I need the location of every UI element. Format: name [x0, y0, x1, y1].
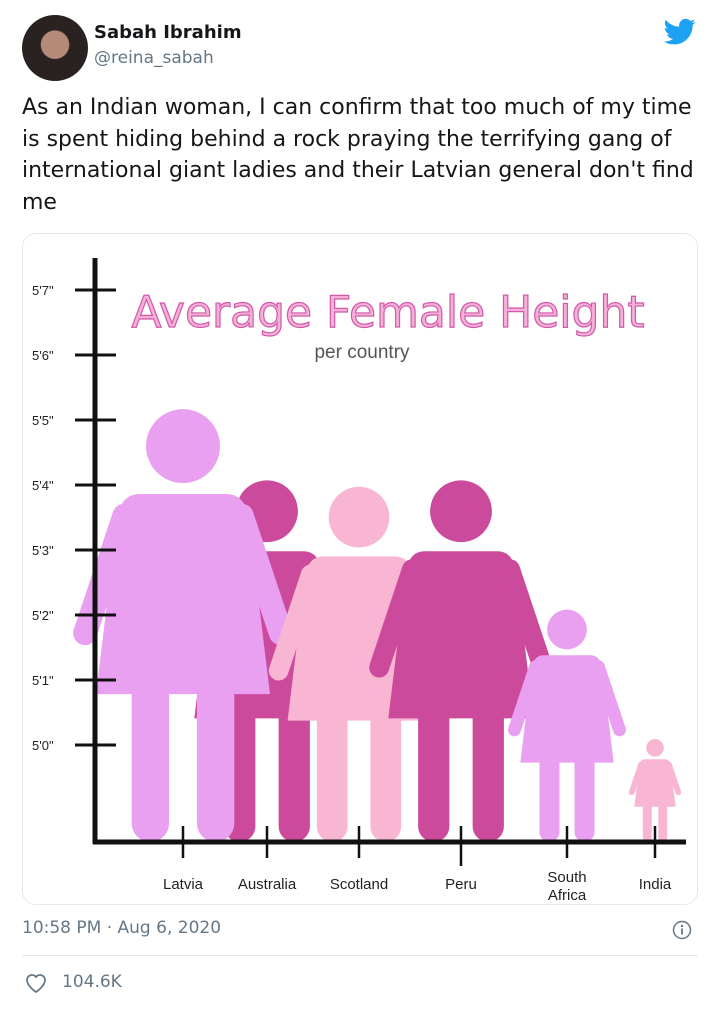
x-tick-label: South Africa	[547, 869, 586, 904]
like-count[interactable]: 104.6K	[62, 972, 122, 992]
x-tick-label: India	[639, 876, 672, 893]
avatar[interactable]	[22, 15, 88, 81]
tweet-timestamp[interactable]: 10:58 PM · Aug 6, 2020	[22, 918, 222, 938]
y-tick-label: 5'4"	[32, 478, 54, 493]
y-tick-label: 5'2"	[32, 608, 54, 623]
y-tick-label: 5'7"	[32, 283, 54, 298]
y-tick-label: 5'5"	[32, 413, 54, 428]
y-tick-label: 5'3"	[32, 543, 54, 558]
x-tick-label: Peru	[445, 876, 477, 893]
y-tick-label: 5'0"	[32, 738, 54, 753]
figure-india	[628, 739, 682, 842]
figure-south-africa	[508, 609, 626, 842]
author-handle[interactable]: @reina_sabah	[94, 48, 214, 68]
figure-peru	[369, 480, 553, 842]
tweet-text: As an Indian woman, I can confirm that t…	[22, 95, 694, 215]
author-name[interactable]: Sabah Ibrahim	[94, 22, 242, 43]
divider	[22, 955, 698, 956]
heart-icon[interactable]	[24, 972, 48, 994]
x-tick-label: Scotland	[330, 876, 388, 893]
x-tick-label: Australia	[238, 876, 297, 893]
y-tick-label: 5'6"	[32, 348, 54, 363]
tweet-media-card[interactable]	[22, 233, 698, 905]
info-icon[interactable]	[672, 920, 692, 940]
twitter-bird-icon[interactable]	[664, 18, 696, 46]
height-chart: 5'7" 5'6" 5'5" 5'4" 5'3" 5'2" 5'1" 5'0" Latvia A…	[32, 258, 686, 904]
figure-latvia	[73, 409, 293, 842]
chart-subtitle: per country	[314, 342, 410, 363]
y-tick-label: 5'1"	[32, 673, 54, 688]
chart-title: Average Female Height	[131, 287, 644, 338]
x-tick-label: Latvia	[163, 876, 204, 893]
